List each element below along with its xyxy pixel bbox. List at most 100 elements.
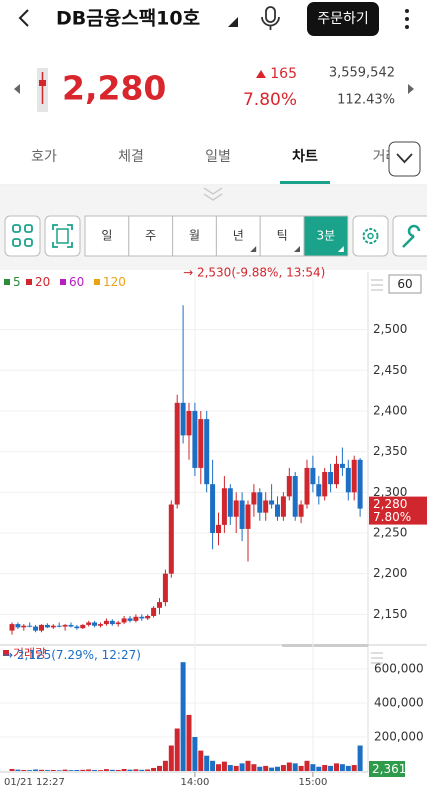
volume-bar [98, 770, 103, 771]
volume-bar [221, 761, 227, 771]
volume-bar [304, 760, 310, 771]
period-label: 월 [189, 229, 200, 243]
candle-body [133, 616, 139, 621]
candle-body [204, 419, 210, 485]
candle-body [322, 471, 328, 497]
tab[interactable]: 일별 [205, 149, 231, 165]
volume-ratio: 112.43% [337, 93, 395, 108]
volume-bar [50, 769, 56, 771]
candle-body [245, 504, 251, 529]
candle-body [103, 620, 109, 625]
candle-body [68, 624, 74, 627]
volume-bar [286, 762, 292, 771]
mic-button[interactable] [261, 6, 280, 30]
candle-body [233, 500, 239, 517]
volume-bar [339, 764, 345, 771]
volume-bar [80, 769, 86, 771]
change: 165 [270, 66, 297, 82]
volume-legend-swatch [3, 650, 9, 656]
tab[interactable]: 체결 [118, 149, 144, 165]
y-tick-label: 2,450 [373, 363, 407, 377]
candle-body [263, 500, 269, 513]
fullscreen-button[interactable] [44, 215, 81, 257]
candle-body [339, 463, 345, 468]
volume-bar [62, 769, 68, 771]
axis-menu[interactable] [371, 279, 383, 291]
volume-bar [139, 769, 145, 771]
collapse-handle[interactable] [203, 187, 223, 201]
candle-body [15, 624, 21, 628]
candle-body [127, 618, 133, 621]
stock-title[interactable]: DB금융스팩10호 [56, 8, 200, 30]
candle-body [50, 625, 56, 628]
mini-candle-body [39, 80, 46, 86]
tab[interactable]: 호가 [31, 149, 57, 165]
volume-bar [257, 766, 263, 771]
candle-body [9, 624, 15, 631]
volume-bar [192, 737, 198, 771]
volume-bar [198, 750, 204, 771]
legend-swatch [26, 279, 32, 285]
next-arrow[interactable] [408, 84, 414, 94]
order-button-label: 주문하기 [317, 11, 369, 27]
candle-body [304, 467, 310, 505]
volume-bar [180, 662, 186, 771]
candle-body [298, 504, 304, 517]
volume-bar [334, 763, 339, 771]
title-dropdown[interactable] [228, 17, 238, 27]
menu-button[interactable] [405, 9, 409, 29]
candle-body [334, 463, 339, 485]
period-button[interactable] [84, 215, 130, 257]
candle-body [56, 625, 62, 627]
volume-bar [127, 769, 133, 771]
x-tick-label: 14:00 [180, 777, 209, 788]
candle-body [221, 488, 227, 525]
settings-icon [362, 228, 379, 244]
period-label: 3분 [317, 229, 336, 243]
candle-body [351, 459, 357, 493]
y-tick-label: 2,350 [373, 444, 407, 458]
candle-body [216, 524, 221, 533]
candle-body [33, 626, 39, 631]
last-volume-box [369, 761, 405, 777]
candle-body [157, 602, 162, 608]
candle-body [139, 616, 145, 619]
volume-bar [263, 765, 269, 771]
last-volume-label: 2,361 [372, 762, 406, 776]
legend-swatch [60, 279, 66, 285]
tab[interactable]: 차트 [292, 149, 318, 165]
volume-bar [74, 769, 80, 771]
candle-body [44, 624, 50, 628]
tab-dropdown[interactable] [388, 141, 421, 177]
change-rate: 7.80% [243, 90, 297, 110]
back-button[interactable] [18, 9, 29, 27]
volume-bar [210, 760, 216, 771]
candle-body [162, 573, 168, 603]
period-button[interactable] [128, 215, 174, 257]
tools-button[interactable] [392, 215, 427, 257]
period-label: 틱 [277, 229, 288, 243]
volume-bar [33, 769, 39, 771]
candle-body [109, 620, 115, 625]
volume-bar [115, 769, 121, 771]
price: 2,280 [62, 69, 166, 108]
y-tick-label: 2,500 [373, 322, 407, 336]
candle-body [357, 459, 363, 509]
order-button[interactable] [307, 2, 379, 36]
settings-button[interactable] [352, 215, 389, 257]
ma-box[interactable] [388, 274, 422, 294]
tools-icon [402, 224, 421, 248]
volume-tick-label: 400,000 [374, 696, 424, 710]
volume-bar [316, 766, 322, 771]
candle-body [292, 476, 298, 517]
x-tick-label: 15:00 [298, 777, 327, 788]
layout-button[interactable] [4, 215, 41, 257]
candle-body [174, 402, 180, 505]
pane-handle[interactable] [282, 644, 368, 647]
volume-bar [133, 769, 139, 771]
prev-arrow[interactable] [14, 84, 20, 94]
volume-axis-menu[interactable] [371, 652, 383, 664]
candle-body [151, 607, 157, 616]
